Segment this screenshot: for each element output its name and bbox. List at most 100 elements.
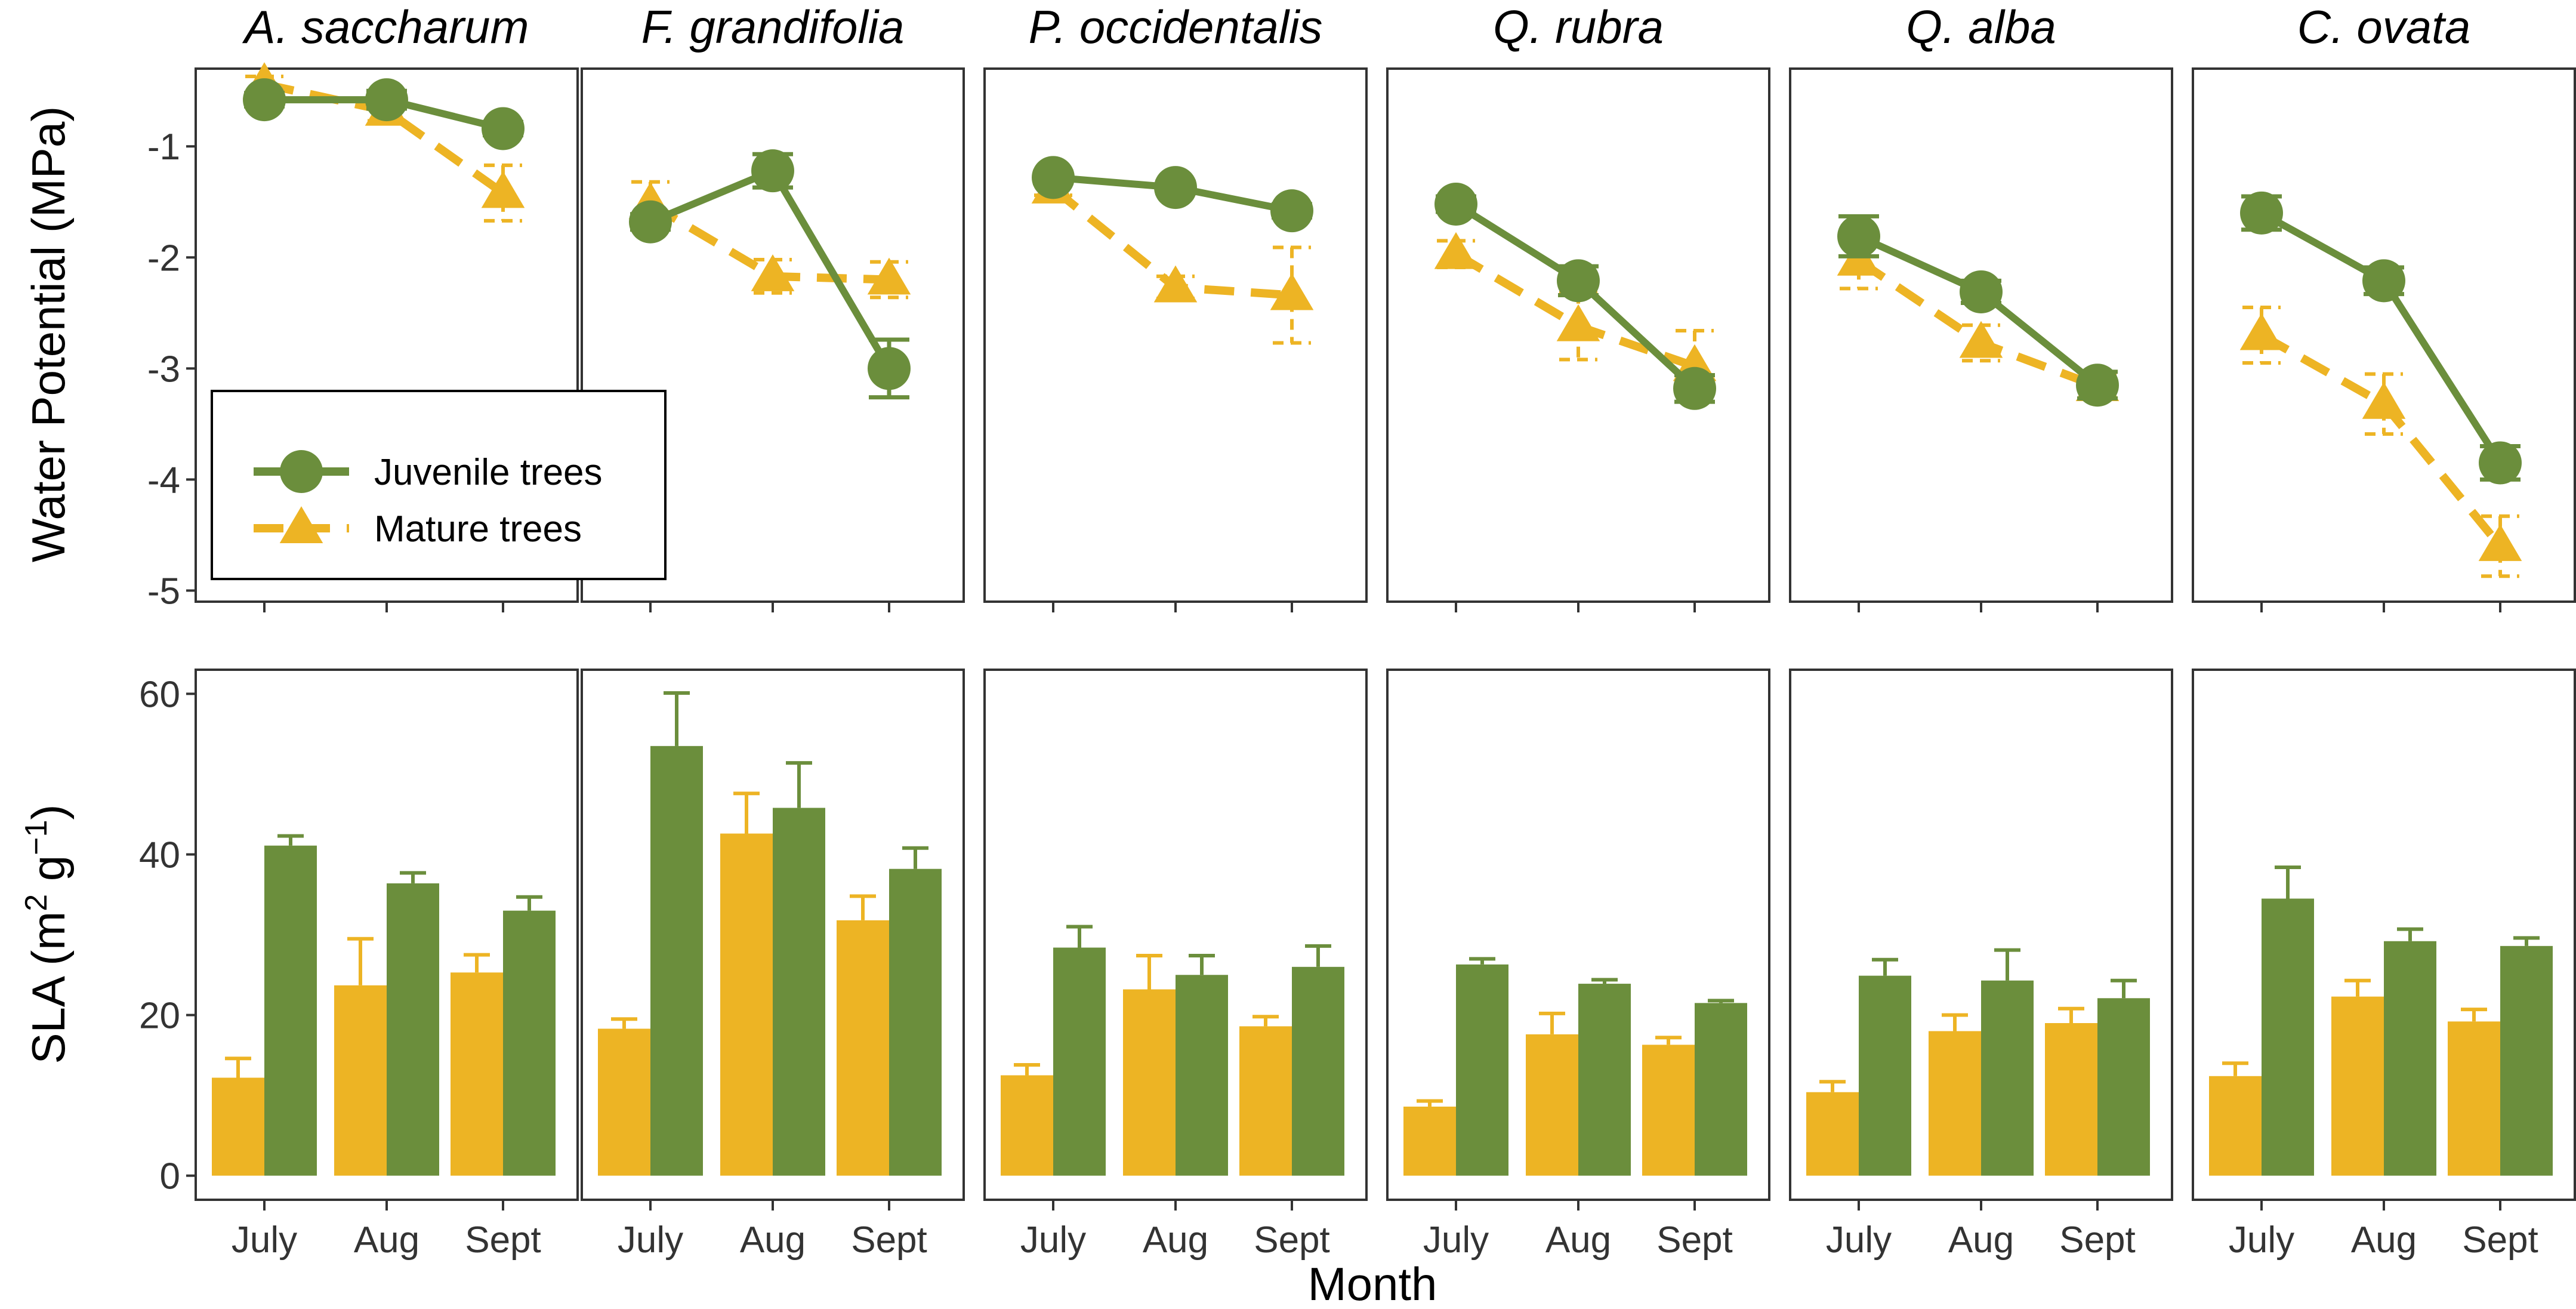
juvenile-bar — [503, 910, 556, 1176]
mature-bar — [1526, 1034, 1578, 1176]
mature-error-bar — [1273, 245, 1311, 345]
juvenile-bar-error — [2275, 865, 2301, 899]
mature-bar — [598, 1028, 650, 1176]
juvenile-bar-error — [1305, 944, 1331, 967]
mature-bar-error — [1942, 1013, 1968, 1031]
juvenile-bar-error — [1189, 953, 1215, 975]
y-tick-label: -3 — [147, 349, 180, 390]
x-tick-label: Sept — [465, 1219, 541, 1261]
mature-bar — [212, 1077, 264, 1176]
mature-bar-error — [464, 953, 490, 973]
juvenile-bar — [2384, 941, 2436, 1176]
mature-bar-error — [850, 894, 876, 920]
juvenile-bar — [773, 808, 825, 1176]
mature-point — [1959, 321, 2003, 358]
facet-titles: A. saccharum F. grandifolia P. occidentali… — [242, 1, 2471, 53]
juvenile-bar — [1292, 966, 1344, 1176]
x-tick-label: Aug — [1143, 1219, 1208, 1261]
x-tick-label: Aug — [740, 1219, 806, 1261]
x-tick-label: Sept — [2059, 1219, 2136, 1261]
juvenile-point — [2076, 364, 2119, 407]
juvenile-bar-error — [277, 834, 304, 846]
juvenile-bar-error — [1708, 999, 1734, 1003]
mature-bar-error — [1014, 1062, 1040, 1076]
juvenile-point — [1960, 270, 2003, 313]
juvenile-bar-error — [1872, 957, 1898, 976]
y-tick-label: -1 — [147, 127, 180, 168]
mature-bar — [1403, 1106, 1456, 1176]
juvenile-bar — [889, 868, 942, 1176]
facet-title: F. grandifolia — [641, 1, 905, 53]
mature-bar-error — [2058, 1006, 2084, 1023]
sla-panel: July Aug Sept — [581, 669, 965, 1261]
juvenile-bar-error — [2513, 936, 2540, 946]
mature-bar-error — [1819, 1080, 1846, 1092]
legend-juvenile-label: Juvenile trees — [374, 452, 603, 493]
juvenile-point — [1837, 214, 1880, 258]
mature-point — [1153, 265, 1198, 303]
x-tick-label: Aug — [1948, 1219, 2014, 1261]
sla-panel: July Aug Sept — [1789, 669, 2173, 1261]
mature-point — [1434, 232, 1478, 269]
x-tick-label: July — [2229, 1219, 2294, 1261]
y-tick-label: 0 — [160, 1156, 180, 1197]
juvenile-point — [1434, 182, 1477, 226]
mature-bar — [2448, 1021, 2500, 1176]
juvenile-point — [2362, 259, 2405, 303]
juvenile-bar — [1456, 964, 1508, 1176]
mature-bar-error — [347, 937, 374, 985]
x-tick-label: July — [232, 1219, 297, 1261]
mature-point — [867, 257, 911, 295]
juvenile-bar-error — [1994, 948, 2020, 981]
facet-title: P. occidentalis — [1029, 1, 1323, 53]
mature-point — [2362, 382, 2406, 419]
mature-bar-error — [225, 1057, 251, 1078]
juvenile-point — [1270, 189, 1313, 233]
x-tick-label: July — [618, 1219, 683, 1261]
juvenile-bar — [1176, 975, 1228, 1176]
sla-y-title-sup1: 2 — [19, 894, 54, 911]
x-tick-label: Sept — [1254, 1219, 1330, 1261]
juvenile-bar-error — [1066, 925, 1093, 948]
sla-y-title-mid: g — [22, 855, 75, 894]
mature-bar-error — [1136, 953, 1162, 990]
x-tick-label: Sept — [1656, 1219, 1733, 1261]
sla-y-title-end: ) — [22, 804, 75, 820]
sla-panels: July Aug Sept July Aug Sept July Aug Sept July Aug… — [195, 669, 2576, 1261]
legend-juvenile-circle — [280, 450, 323, 493]
water-potential-y-axis: -5 -4 -3 -2 -1 — [147, 127, 196, 612]
x-tick-label: Aug — [1545, 1219, 1611, 1261]
mature-bar-error — [2222, 1061, 2248, 1076]
panel-frame — [983, 67, 1368, 603]
water-potential-panel — [1386, 67, 1770, 612]
mature-point — [1270, 273, 1314, 310]
mature-bar — [2045, 1023, 2097, 1176]
juvenile-bar-error — [786, 761, 812, 808]
mature-bar-error — [1539, 1011, 1565, 1034]
mature-bar — [2209, 1076, 2262, 1176]
juvenile-bar — [1981, 980, 2034, 1176]
sla-y-axis-title: SLA (m2 g−1) — [19, 804, 75, 1064]
juvenile-point — [243, 78, 286, 122]
water-potential-panel — [1789, 67, 2173, 612]
x-tick-label: Aug — [354, 1219, 419, 1261]
juvenile-bar — [2500, 945, 2553, 1176]
juvenile-bar-error — [902, 846, 928, 869]
juvenile-point — [482, 107, 525, 150]
sla-panel: July Aug Sept — [195, 669, 579, 1261]
juvenile-bar — [1859, 975, 1911, 1176]
facet-title: Q. alba — [1906, 1, 2056, 53]
mature-bar-error — [1252, 1015, 1279, 1027]
sla-panel: July Aug Sept — [983, 669, 1368, 1261]
y-tick-label: 40 — [139, 834, 180, 876]
juvenile-point — [1557, 259, 1600, 303]
legend-mature-label: Mature trees — [374, 509, 582, 550]
y-tick-label: -2 — [147, 238, 180, 279]
juvenile-bar — [1695, 1003, 1747, 1176]
water-potential-panel — [2192, 67, 2576, 612]
mature-point — [2478, 524, 2522, 561]
juvenile-point — [2240, 191, 2283, 235]
legend-item-juvenile: Juvenile trees — [254, 450, 603, 493]
juvenile-bar — [2097, 998, 2150, 1176]
